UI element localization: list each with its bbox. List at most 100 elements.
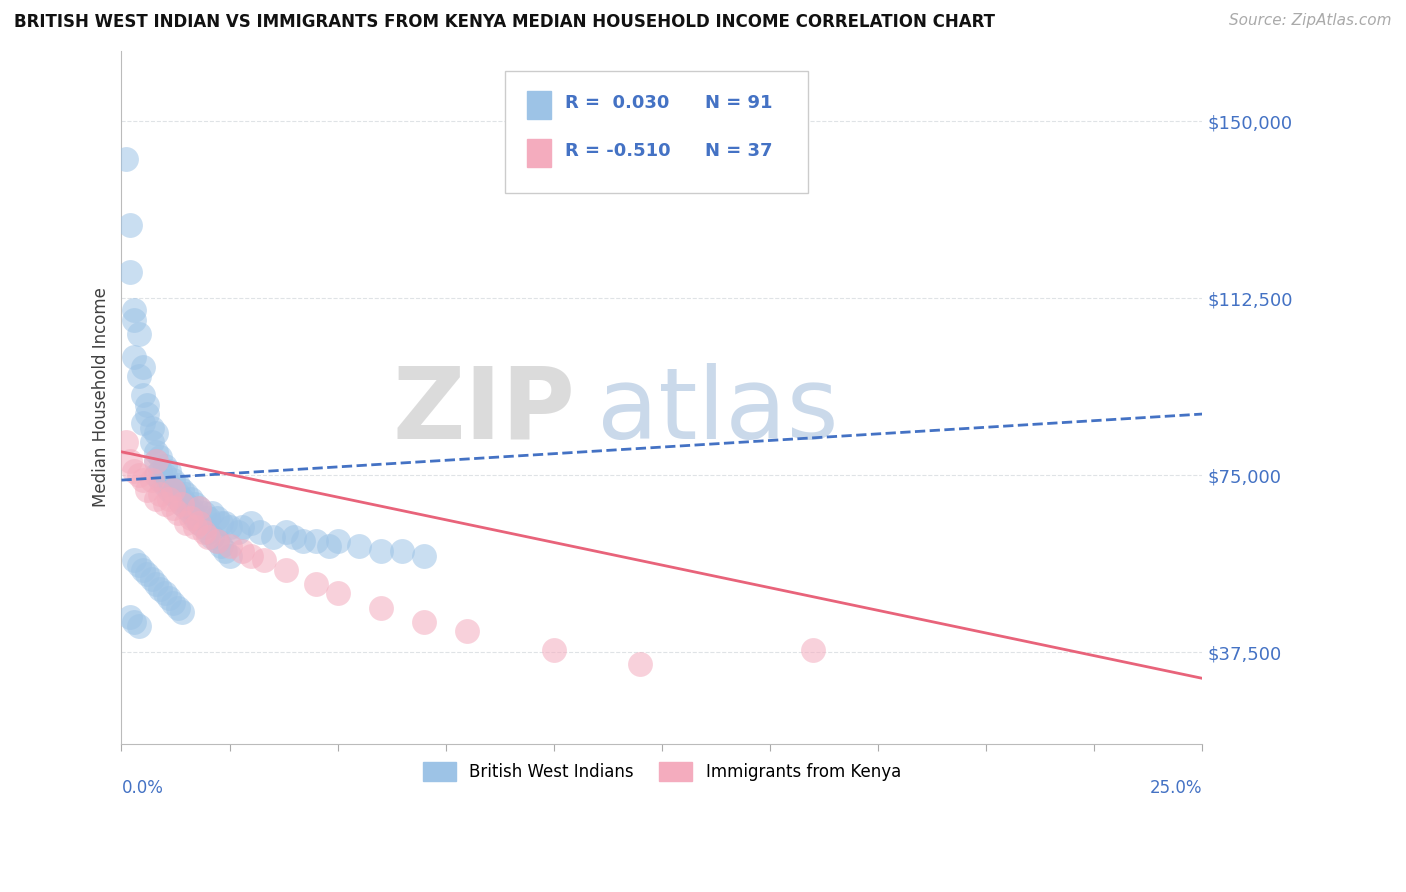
Point: [128, 468, 150, 483]
Point: [205, 534, 228, 549]
Point: [136, 483, 159, 497]
Point: [283, 530, 305, 544]
Point: [214, 544, 236, 558]
Point: [153, 458, 176, 473]
Point: [214, 516, 236, 530]
Point: [166, 487, 188, 501]
Point: [205, 534, 228, 549]
Point: [162, 483, 184, 497]
Text: N = 91: N = 91: [704, 94, 772, 112]
Point: [153, 497, 176, 511]
Point: [413, 549, 436, 563]
Point: [184, 520, 207, 534]
Point: [193, 506, 215, 520]
Point: [170, 483, 193, 497]
Point: [132, 473, 155, 487]
Point: [218, 520, 240, 534]
Point: [231, 520, 253, 534]
Point: [274, 524, 297, 539]
Point: [226, 524, 249, 539]
Point: [174, 497, 197, 511]
Point: [166, 478, 188, 492]
Point: [141, 473, 163, 487]
Point: [128, 619, 150, 633]
Point: [370, 600, 392, 615]
Point: [193, 520, 215, 534]
Point: [170, 497, 193, 511]
Point: [149, 487, 172, 501]
Point: [180, 501, 202, 516]
Point: [128, 558, 150, 572]
Point: [120, 610, 142, 624]
Point: [292, 534, 315, 549]
Point: [153, 586, 176, 600]
Point: [132, 417, 155, 431]
Point: [188, 516, 211, 530]
Point: [132, 388, 155, 402]
Bar: [527, 91, 551, 119]
Point: [326, 586, 349, 600]
Point: [240, 516, 263, 530]
Point: [124, 351, 146, 365]
Point: [801, 643, 824, 657]
Point: [162, 487, 184, 501]
Legend: British West Indians, Immigrants from Kenya: British West Indians, Immigrants from Ke…: [416, 756, 908, 788]
Y-axis label: Median Household Income: Median Household Income: [93, 287, 110, 508]
Point: [120, 219, 142, 233]
Point: [157, 464, 180, 478]
Point: [180, 511, 202, 525]
Point: [136, 567, 159, 582]
Point: [209, 516, 232, 530]
Point: [209, 539, 232, 553]
Point: [318, 539, 340, 553]
Point: [162, 596, 184, 610]
Point: [149, 582, 172, 596]
Point: [149, 473, 172, 487]
Text: 25.0%: 25.0%: [1150, 779, 1202, 797]
Point: [157, 491, 180, 506]
Point: [197, 511, 219, 525]
Point: [170, 605, 193, 619]
Point: [157, 591, 180, 606]
Point: [145, 577, 167, 591]
Point: [218, 549, 240, 563]
Point: [174, 487, 197, 501]
Point: [201, 506, 224, 520]
Text: Source: ZipAtlas.com: Source: ZipAtlas.com: [1229, 13, 1392, 29]
Point: [145, 491, 167, 506]
Point: [120, 265, 142, 279]
Point: [162, 483, 184, 497]
Point: [145, 444, 167, 458]
Point: [114, 152, 136, 166]
Point: [326, 534, 349, 549]
Point: [157, 478, 180, 492]
Text: atlas: atlas: [598, 363, 838, 460]
Point: [145, 454, 167, 468]
Point: [132, 359, 155, 374]
Point: [124, 615, 146, 629]
Point: [174, 501, 197, 516]
Point: [240, 549, 263, 563]
Point: [370, 544, 392, 558]
Point: [166, 491, 188, 506]
Text: BRITISH WEST INDIAN VS IMMIGRANTS FROM KENYA MEDIAN HOUSEHOLD INCOME CORRELATION: BRITISH WEST INDIAN VS IMMIGRANTS FROM K…: [14, 13, 995, 31]
Point: [124, 312, 146, 326]
Point: [188, 501, 211, 516]
Point: [188, 501, 211, 516]
Point: [132, 563, 155, 577]
Point: [141, 421, 163, 435]
Point: [157, 483, 180, 497]
Point: [162, 501, 184, 516]
Point: [166, 506, 188, 520]
Point: [274, 563, 297, 577]
Point: [253, 553, 276, 567]
Point: [153, 468, 176, 483]
Text: 0.0%: 0.0%: [121, 779, 163, 797]
Point: [205, 511, 228, 525]
Point: [249, 524, 271, 539]
Point: [153, 478, 176, 492]
Point: [128, 326, 150, 341]
Point: [114, 435, 136, 450]
Point: [193, 524, 215, 539]
Point: [149, 464, 172, 478]
